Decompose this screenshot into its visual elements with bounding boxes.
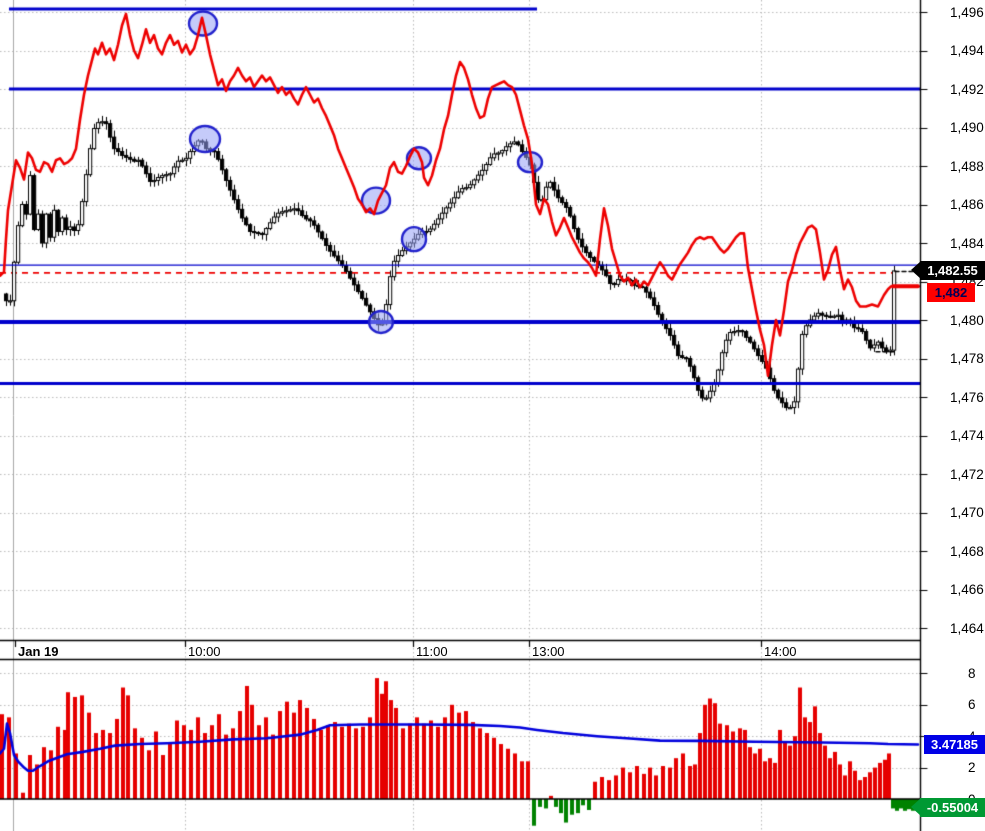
red-series-value: 1,482: [934, 284, 968, 300]
indicator-blue-badge: 3.47185: [924, 734, 985, 754]
indicator-blue-value: 3.47185: [931, 736, 978, 752]
badge-arrow-icon: [911, 798, 921, 817]
price-tick-label: 1,474: [950, 428, 984, 443]
indicator-axis[interactable]: 86420: [920, 0, 985, 831]
badge-arrow-icon: [911, 261, 921, 280]
price-tick-label: 1,466: [950, 582, 984, 597]
price-tick-label: 1,488: [950, 158, 984, 174]
time-tick-label: 10:00: [188, 644, 221, 659]
price-tick-label: 1,476: [950, 389, 984, 405]
last-price-value: 1,482.55: [927, 263, 978, 279]
time-tick-label: 11:00: [416, 644, 448, 659]
indicator-tick-label: 6: [968, 697, 976, 713]
indicator-tick-label: 8: [968, 665, 976, 681]
price-tick-label: 1,486: [950, 197, 984, 212]
indicator-green-badge: -0.55004: [911, 798, 985, 818]
price-tick-label: 1,464: [950, 620, 984, 636]
price-tick-label: 1,492: [950, 81, 984, 97]
price-tick-label: 1,484: [950, 235, 984, 251]
price-tick-label: 1,480: [950, 312, 984, 328]
price-tick-label: 1,468: [950, 543, 984, 559]
price-tick-label: 1,494: [950, 43, 984, 58]
indicator-green-value: -0.55004: [926, 800, 979, 816]
time-tick-label: Jan 19: [18, 644, 59, 659]
last-price-badge: 1,482.55: [911, 261, 985, 281]
price-tick-label: 1,478: [950, 351, 984, 366]
price-tick-label: 1,490: [950, 120, 984, 135]
price-tick-label: 1,472: [950, 466, 984, 482]
price-tick-label: 1,496: [950, 4, 984, 20]
time-tick-label: 13:00: [532, 644, 565, 659]
indicator-tick-label: 2: [968, 760, 976, 776]
time-tick-label: 14:00: [764, 644, 797, 659]
price-tick-label: 1,470: [950, 505, 984, 520]
red-series-price-badge: 1,482: [927, 282, 975, 302]
time-axis[interactable]: Jan 19 10:00 11:00 13:00 14:00: [0, 641, 920, 660]
